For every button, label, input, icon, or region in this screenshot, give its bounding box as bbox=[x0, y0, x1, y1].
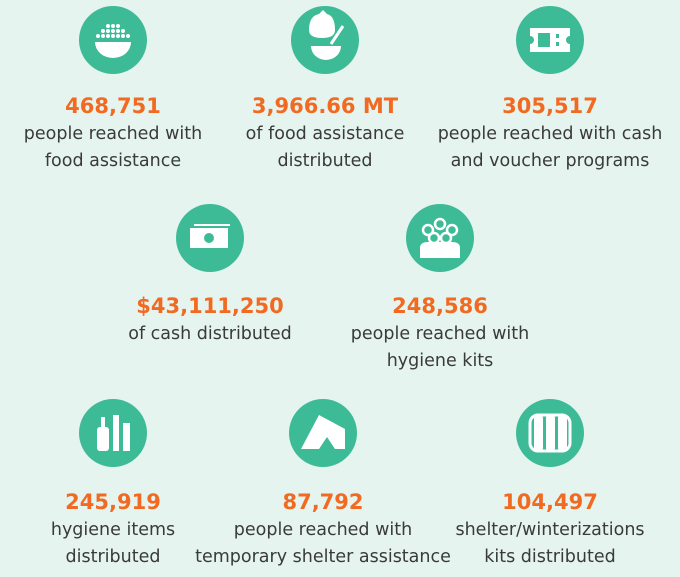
stat-item: 305,517 people reached with cash and vouch… bbox=[438, 6, 663, 171]
icon-shape bbox=[528, 413, 572, 453]
stat-label: of cash distributed bbox=[128, 324, 292, 344]
icon-circle bbox=[79, 6, 147, 74]
stat-label: kits distributed bbox=[484, 547, 615, 567]
stat-label: hygiene items bbox=[51, 520, 175, 540]
stat-label: people reached with bbox=[234, 520, 412, 540]
stat-value: $43,111,250 bbox=[136, 294, 283, 318]
stat-label: temporary shelter assistance bbox=[195, 547, 451, 567]
icon-shape bbox=[116, 34, 120, 38]
icon-shape bbox=[111, 29, 115, 33]
icon-shape bbox=[538, 33, 550, 47]
stat-label: of food assistance bbox=[246, 124, 405, 144]
stat-label: distributed bbox=[66, 547, 161, 567]
icon-shape bbox=[96, 34, 100, 38]
stat-label: people reached with bbox=[351, 324, 529, 344]
icon bbox=[528, 413, 572, 453]
stat-label: shelter/winterizations bbox=[455, 520, 644, 540]
icon-shape bbox=[558, 415, 567, 451]
stat-item: 468,751 people reached with food assistanc… bbox=[24, 6, 202, 171]
icon-shape bbox=[534, 415, 543, 451]
stat-item: 104,497 shelter/winterizations kits distri… bbox=[455, 399, 645, 567]
icon bbox=[530, 28, 570, 52]
stat-value: 305,517 bbox=[502, 94, 598, 118]
icon bbox=[97, 415, 130, 451]
icon-shape bbox=[556, 42, 559, 46]
icon-shape bbox=[111, 24, 115, 28]
icon-shape bbox=[116, 29, 120, 33]
icon-shape bbox=[101, 34, 105, 38]
icon bbox=[309, 10, 345, 60]
icon-shape bbox=[97, 427, 109, 451]
icon-shape bbox=[311, 46, 341, 60]
icon-shape bbox=[556, 34, 559, 38]
icon-circle bbox=[291, 6, 359, 74]
stat-label: food assistance bbox=[45, 151, 181, 171]
stat-label: people reached with bbox=[24, 124, 202, 144]
icon-shape bbox=[126, 34, 130, 38]
icon-shape bbox=[309, 10, 335, 38]
icon-shape bbox=[106, 29, 110, 33]
icon-shape bbox=[106, 24, 110, 28]
icon-shape bbox=[204, 233, 214, 243]
stat-value: 245,919 bbox=[65, 490, 161, 514]
stat-label: hygiene kits bbox=[387, 351, 494, 371]
stat-value: 87,792 bbox=[282, 490, 363, 514]
icon-shape bbox=[421, 223, 435, 237]
stat-value: 468,751 bbox=[65, 94, 161, 118]
stat-label: distributed bbox=[278, 151, 373, 171]
stat-item: 245,919 hygiene items distributed bbox=[51, 399, 175, 567]
icon-shape bbox=[123, 423, 130, 451]
icon-shape bbox=[116, 24, 120, 28]
icon-shape bbox=[111, 34, 115, 38]
stat-value: 104,497 bbox=[502, 490, 598, 514]
icon bbox=[190, 224, 230, 248]
icon-shape bbox=[420, 242, 460, 258]
icon-shape bbox=[95, 42, 131, 58]
stat-item: 3,966.66 MT of food assistance distributed bbox=[246, 6, 405, 171]
icon-shape bbox=[121, 29, 125, 33]
icon-shape bbox=[433, 217, 447, 231]
icon-shape bbox=[546, 415, 555, 451]
icon bbox=[301, 415, 345, 449]
icon-shape bbox=[106, 34, 110, 38]
stat-item: 248,586 people reached with hygiene kits bbox=[351, 204, 529, 371]
icon-shape bbox=[194, 224, 230, 226]
icon bbox=[95, 24, 131, 58]
icon-shape bbox=[101, 417, 105, 427]
icon-shape bbox=[121, 34, 125, 38]
icon-shape bbox=[301, 415, 345, 449]
icon bbox=[420, 217, 460, 258]
icon-shape bbox=[319, 437, 335, 449]
stat-label: and voucher programs bbox=[451, 151, 650, 171]
icon-shape bbox=[329, 25, 345, 45]
stat-label: people reached with cash bbox=[438, 124, 663, 144]
stat-item: 87,792 people reached with temporary shelt… bbox=[195, 399, 451, 567]
icon-shape bbox=[101, 29, 105, 33]
stat-value: 248,586 bbox=[392, 294, 488, 318]
icon-shape bbox=[113, 415, 119, 451]
stat-value: 3,966.66 MT bbox=[252, 94, 399, 118]
stat-item: $43,111,250 of cash distributed bbox=[128, 204, 292, 344]
icon-shape bbox=[445, 223, 459, 237]
